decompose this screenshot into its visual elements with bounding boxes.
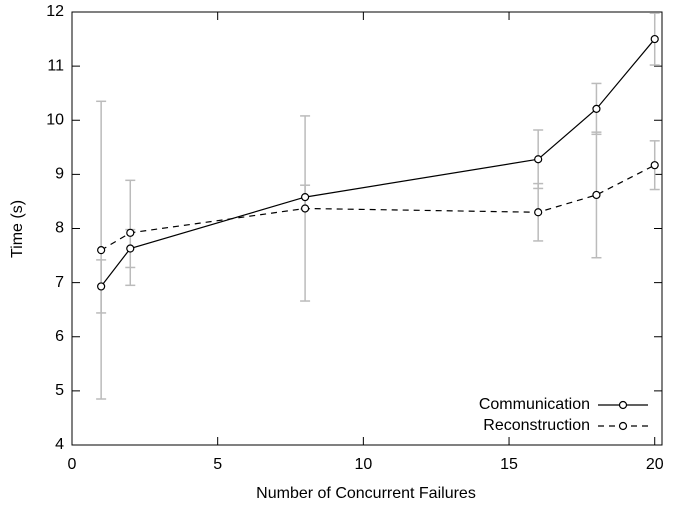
series-line xyxy=(100,38,656,287)
y-tick-label: 8 xyxy=(55,220,64,237)
point xyxy=(126,228,135,237)
y-tick-label: 7 xyxy=(55,274,64,291)
legend-label: Communication xyxy=(479,396,590,413)
y-tick-label: 6 xyxy=(55,328,64,345)
plot-frame xyxy=(71,11,663,446)
x-tick-label: 5 xyxy=(213,456,222,473)
point xyxy=(650,161,659,170)
legend-label: Reconstruction xyxy=(483,417,590,434)
y-tick-label: 5 xyxy=(55,382,64,399)
y-tick-label: 11 xyxy=(47,57,64,74)
legend-marker xyxy=(618,400,628,410)
x-axis-label: Number of Concurrent Failures xyxy=(256,485,476,502)
point xyxy=(650,34,659,44)
point xyxy=(534,208,543,217)
x-tick-label: 10 xyxy=(354,456,372,473)
y-tick-label: 12 xyxy=(46,3,64,20)
x-tick-label: 20 xyxy=(646,456,664,473)
y-axis-label: Time (s) xyxy=(9,200,26,258)
y-tick-label: 4 xyxy=(55,436,64,453)
point xyxy=(300,193,310,202)
y-tick-label: 10 xyxy=(46,111,64,128)
point xyxy=(592,104,601,113)
point xyxy=(534,155,543,164)
x-tick-label: 15 xyxy=(500,456,518,473)
legend-marker xyxy=(618,421,628,431)
point xyxy=(97,282,106,291)
point xyxy=(300,204,310,213)
x-tick-label: 0 xyxy=(68,456,77,473)
series-line xyxy=(100,164,655,251)
point xyxy=(592,190,601,200)
y-tick-label: 9 xyxy=(55,166,64,183)
point xyxy=(97,246,106,255)
point xyxy=(126,244,135,253)
